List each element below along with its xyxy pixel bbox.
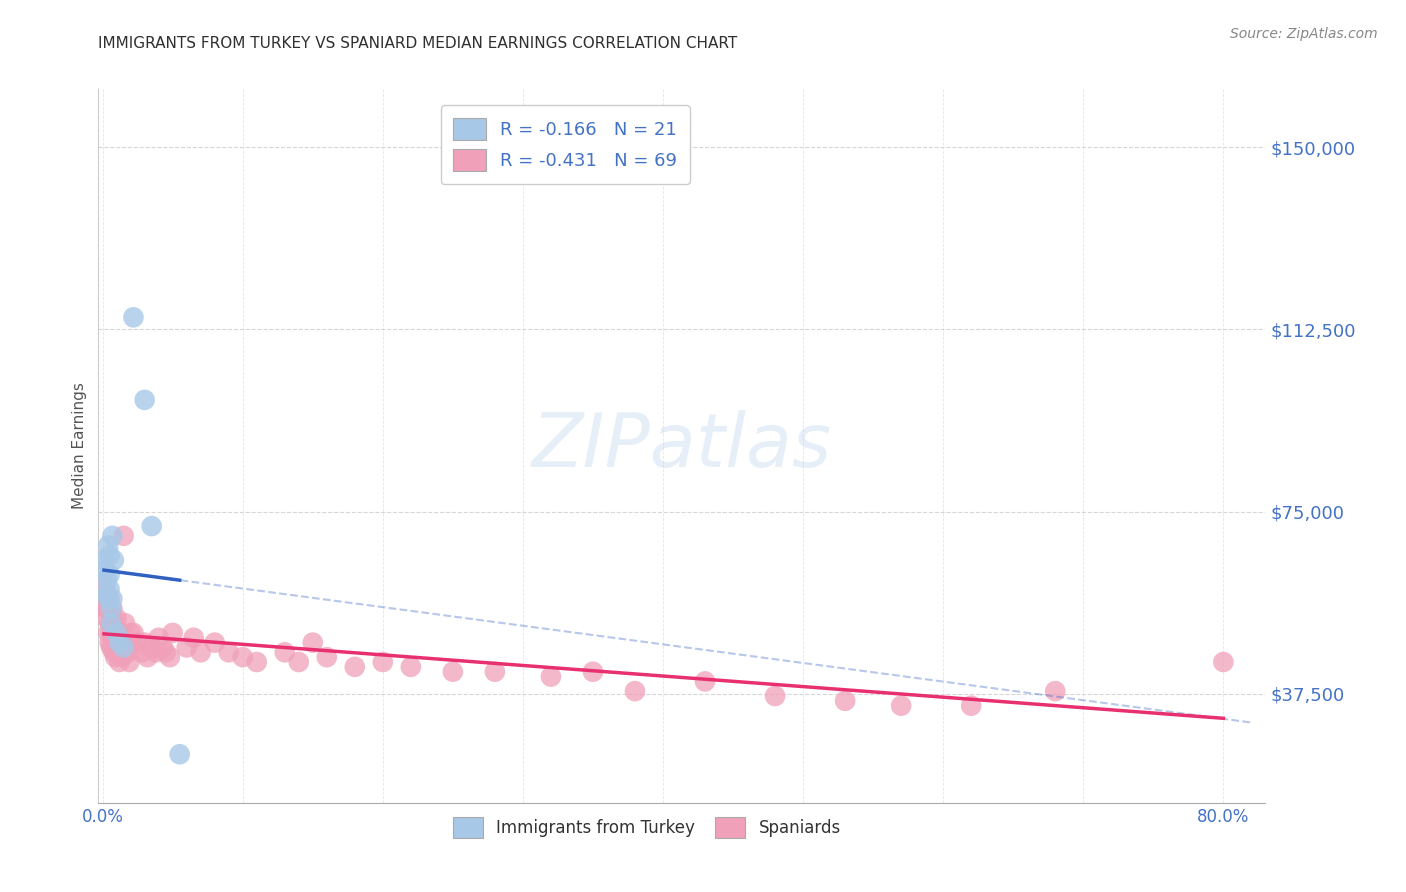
Point	[100, 640, 122, 655]
Point	[98, 635, 121, 649]
Point	[103, 645, 125, 659]
Text: Source: ZipAtlas.com: Source: ZipAtlas.com	[1230, 27, 1378, 41]
Point	[176, 640, 198, 655]
Point	[98, 582, 121, 597]
Point	[274, 645, 297, 659]
Point	[343, 660, 366, 674]
Point	[693, 674, 716, 689]
Point	[141, 519, 163, 533]
Point	[103, 616, 125, 631]
Point	[218, 645, 240, 659]
Point	[183, 631, 205, 645]
Point	[96, 611, 118, 625]
Point	[960, 698, 983, 713]
Legend: Immigrants from Turkey, Spaniards: Immigrants from Turkey, Spaniards	[446, 811, 848, 845]
Point	[122, 310, 145, 325]
Point	[890, 698, 912, 713]
Point	[108, 635, 131, 649]
Point	[100, 616, 122, 631]
Point	[127, 635, 149, 649]
Point	[101, 601, 124, 615]
Point	[93, 553, 115, 567]
Point	[131, 645, 153, 659]
Point	[100, 626, 122, 640]
Point	[105, 626, 128, 640]
Point	[111, 650, 134, 665]
Y-axis label: Median Earnings: Median Earnings	[72, 383, 87, 509]
Point	[624, 684, 647, 698]
Point	[834, 694, 856, 708]
Point	[93, 591, 115, 606]
Point	[120, 626, 142, 640]
Point	[105, 611, 128, 625]
Point	[105, 640, 128, 655]
Point	[104, 621, 127, 635]
Point	[232, 650, 254, 665]
Point	[148, 631, 170, 645]
Point	[112, 529, 135, 543]
Point	[152, 640, 174, 655]
Point	[204, 635, 226, 649]
Point	[169, 747, 191, 762]
Point	[246, 655, 269, 669]
Point	[94, 601, 117, 615]
Point	[114, 616, 136, 631]
Point	[115, 635, 138, 649]
Point	[97, 601, 120, 615]
Point	[110, 640, 132, 655]
Point	[301, 635, 323, 649]
Point	[582, 665, 605, 679]
Point	[371, 655, 394, 669]
Point	[136, 650, 159, 665]
Point	[98, 591, 121, 606]
Point	[108, 655, 131, 669]
Point	[112, 640, 135, 655]
Point	[159, 650, 181, 665]
Point	[540, 670, 562, 684]
Point	[101, 631, 124, 645]
Point	[97, 591, 120, 606]
Point	[98, 567, 121, 582]
Point	[108, 631, 131, 645]
Point	[117, 645, 139, 659]
Point	[97, 539, 120, 553]
Point	[134, 392, 156, 407]
Point	[104, 650, 127, 665]
Point	[145, 645, 167, 659]
Point	[98, 548, 121, 562]
Point	[484, 665, 506, 679]
Point	[103, 553, 125, 567]
Point	[122, 626, 145, 640]
Point	[162, 626, 184, 640]
Point	[118, 655, 141, 669]
Point	[101, 591, 124, 606]
Point	[441, 665, 464, 679]
Text: IMMIGRANTS FROM TURKEY VS SPANIARD MEDIAN EARNINGS CORRELATION CHART: IMMIGRANTS FROM TURKEY VS SPANIARD MEDIA…	[98, 36, 738, 51]
Point	[1212, 655, 1234, 669]
Text: ZIPatlas: ZIPatlas	[531, 410, 832, 482]
Point	[107, 626, 129, 640]
Point	[1045, 684, 1067, 698]
Point	[94, 563, 117, 577]
Point	[94, 577, 117, 591]
Point	[287, 655, 309, 669]
Point	[96, 587, 118, 601]
Point	[101, 529, 124, 543]
Point	[399, 660, 422, 674]
Point	[98, 616, 121, 631]
Point	[97, 626, 120, 640]
Point	[96, 587, 118, 601]
Point	[96, 573, 118, 587]
Point	[141, 640, 163, 655]
Point	[315, 650, 337, 665]
Point	[155, 645, 177, 659]
Point	[100, 601, 122, 615]
Point	[134, 635, 156, 649]
Point	[763, 689, 786, 703]
Point	[190, 645, 212, 659]
